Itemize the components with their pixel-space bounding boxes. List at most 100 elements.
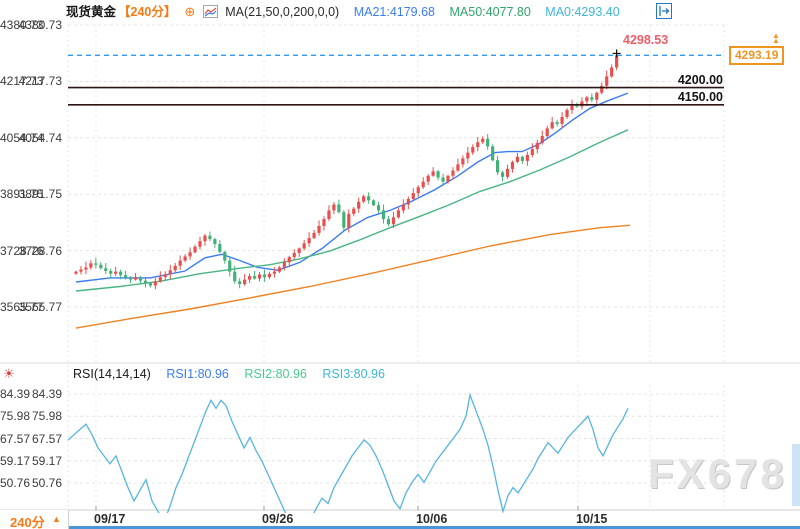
add-indicator-icon[interactable]: ⊕	[184, 4, 196, 19]
candle	[327, 210, 331, 220]
price-axis-label-right: 4054.74	[0, 130, 44, 145]
candle	[347, 213, 351, 228]
candle	[262, 274, 267, 278]
candle	[163, 274, 167, 278]
candle	[307, 238, 311, 244]
rsi3-value: RSI3:80.96	[322, 367, 385, 381]
candle	[500, 172, 505, 177]
rsi-axis-label-right: 59.17	[0, 453, 31, 468]
rsi2-value: RSI2:80.96	[244, 367, 307, 381]
candle	[124, 275, 128, 278]
price-axis-label-right: 4380.73	[0, 18, 44, 32]
candle	[615, 55, 619, 68]
price-axis-label-left: 3565.77	[18, 300, 62, 314]
current-price-tag: 4293.19	[729, 46, 785, 66]
rsi1-value: RSI1:80.96	[166, 367, 229, 381]
candle	[431, 171, 435, 176]
interval-selector[interactable]: 240分 ▲	[0, 510, 69, 529]
date-axis-label: 09/26	[262, 512, 294, 526]
candle	[540, 135, 544, 143]
date-axis-label: 10/15	[576, 512, 608, 526]
candle	[143, 280, 148, 284]
price-axis-label-left: 3728.76	[18, 243, 62, 258]
candle	[282, 262, 286, 268]
candle	[228, 260, 232, 272]
chart-toolbar: 现货黄金 【240分】 ⊕ MA(21,50,0,200,0,0) MA21:417…	[66, 2, 620, 22]
rsi-header: RSI(14,14,14) RSI1:80.96 RSI2:80.96 RSI3…	[73, 365, 385, 383]
scroll-handle[interactable]	[792, 444, 800, 506]
candle	[168, 270, 172, 275]
candle	[406, 198, 410, 205]
rsi-axis-label-right: 84.39	[0, 387, 31, 401]
candle	[505, 168, 510, 177]
candle	[99, 264, 103, 269]
candle	[560, 116, 564, 124]
series-MA21	[75, 92, 629, 283]
candle	[476, 142, 480, 148]
candle	[203, 235, 207, 242]
candle	[312, 232, 316, 239]
price-axis-label-left: 4054.74	[18, 130, 62, 145]
ma-indicator-icon[interactable]	[202, 5, 218, 18]
candle	[426, 175, 430, 182]
candle	[401, 204, 405, 211]
price-axis-label-left: 3891.75	[18, 187, 62, 202]
candle	[550, 122, 554, 129]
exit-chart-icon[interactable]	[656, 3, 672, 19]
price-axis-label-left: 4217.73	[18, 74, 62, 89]
candle	[530, 149, 534, 156]
candle	[109, 270, 113, 274]
candle	[74, 271, 78, 274]
candle	[357, 201, 361, 209]
candle	[198, 241, 202, 247]
series-MA50	[75, 129, 629, 292]
rsi-axis-label-right: 75.98	[0, 409, 31, 424]
rsi-axis-label-right: 67.57	[0, 431, 31, 446]
candle	[610, 67, 614, 77]
rsi-axis-label-left: 50.76	[31, 476, 62, 490]
candle	[372, 200, 376, 206]
candle	[525, 155, 529, 161]
indicator-sun-icon[interactable]: ☀	[3, 366, 15, 381]
candle	[510, 161, 515, 169]
candle	[391, 217, 396, 225]
price-axis-label-right: 4217.73	[0, 74, 44, 89]
price-axis-label-right: 3891.75	[0, 187, 44, 202]
ma-settings-label[interactable]: MA(21,50,0,200,0,0)	[225, 5, 340, 19]
candle	[352, 208, 356, 214]
candle	[461, 158, 465, 165]
price-axis-label-right: 3728.76	[0, 243, 44, 258]
candle	[89, 263, 93, 268]
candle	[585, 97, 589, 102]
candle	[381, 210, 386, 220]
candle	[153, 281, 157, 286]
candle	[183, 256, 187, 261]
candle	[188, 252, 192, 257]
rsi-line	[68, 392, 629, 513]
candle	[337, 204, 341, 213]
interval-dropdown-arrow-icon: ▲	[52, 514, 61, 524]
candle	[104, 268, 108, 271]
candle	[496, 160, 500, 173]
candle	[332, 204, 336, 211]
candle	[580, 101, 584, 107]
candle	[322, 219, 326, 226]
candle	[114, 271, 118, 274]
candle	[555, 122, 559, 124]
interval-label[interactable]: 【240分】	[118, 5, 177, 19]
candle	[376, 205, 381, 211]
candle	[565, 110, 569, 117]
rsi-axis-label-left: 84.39	[31, 387, 62, 401]
candle	[486, 138, 490, 147]
candle	[396, 210, 400, 218]
candle	[471, 147, 475, 153]
candle	[213, 239, 217, 244]
rsi-settings-label[interactable]: RSI(14,14,14)	[73, 367, 151, 381]
level-label: 4150.00	[677, 89, 723, 104]
ma0-value: MA0:4293.40	[545, 5, 620, 19]
candle	[535, 142, 539, 150]
rsi-axis-label-right: 50.76	[0, 476, 31, 490]
candle	[386, 219, 391, 225]
